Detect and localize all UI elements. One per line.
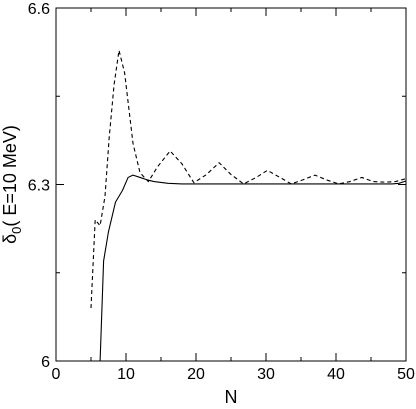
plot-area: [55, 7, 407, 362]
y-tick-labels: 6 6.3 6.6: [28, 1, 50, 371]
y-axis-title-prefix: δ: [0, 234, 20, 244]
y-tick-label: 6.3: [28, 178, 50, 195]
series-line-2-dashed: [90, 49, 406, 309]
x-tick-label: 0: [52, 366, 61, 383]
x-tick-label: 30: [257, 366, 275, 383]
y-axis-title-subscript: 0: [9, 227, 24, 234]
plot-frame: [55, 7, 407, 362]
y-tick-label: 6: [41, 354, 50, 371]
series-line-1-solid: [99, 174, 406, 361]
x-tick-label: 20: [187, 366, 205, 383]
x-tick-label: 50: [397, 366, 415, 383]
y-axis-title: δ0( E=10 MeV): [0, 125, 24, 244]
y-axis-title-suffix: ( E=10 MeV): [0, 125, 20, 227]
x-tick-label: 40: [327, 366, 345, 383]
x-axis-title: N: [225, 387, 238, 407]
y-tick-label: 6.6: [28, 1, 50, 18]
x-tick-label: 10: [117, 366, 135, 383]
series-layer: [90, 49, 406, 361]
tick-marks: [55, 7, 407, 362]
x-tick-labels: 0 10 20 30 40 50: [52, 366, 415, 383]
